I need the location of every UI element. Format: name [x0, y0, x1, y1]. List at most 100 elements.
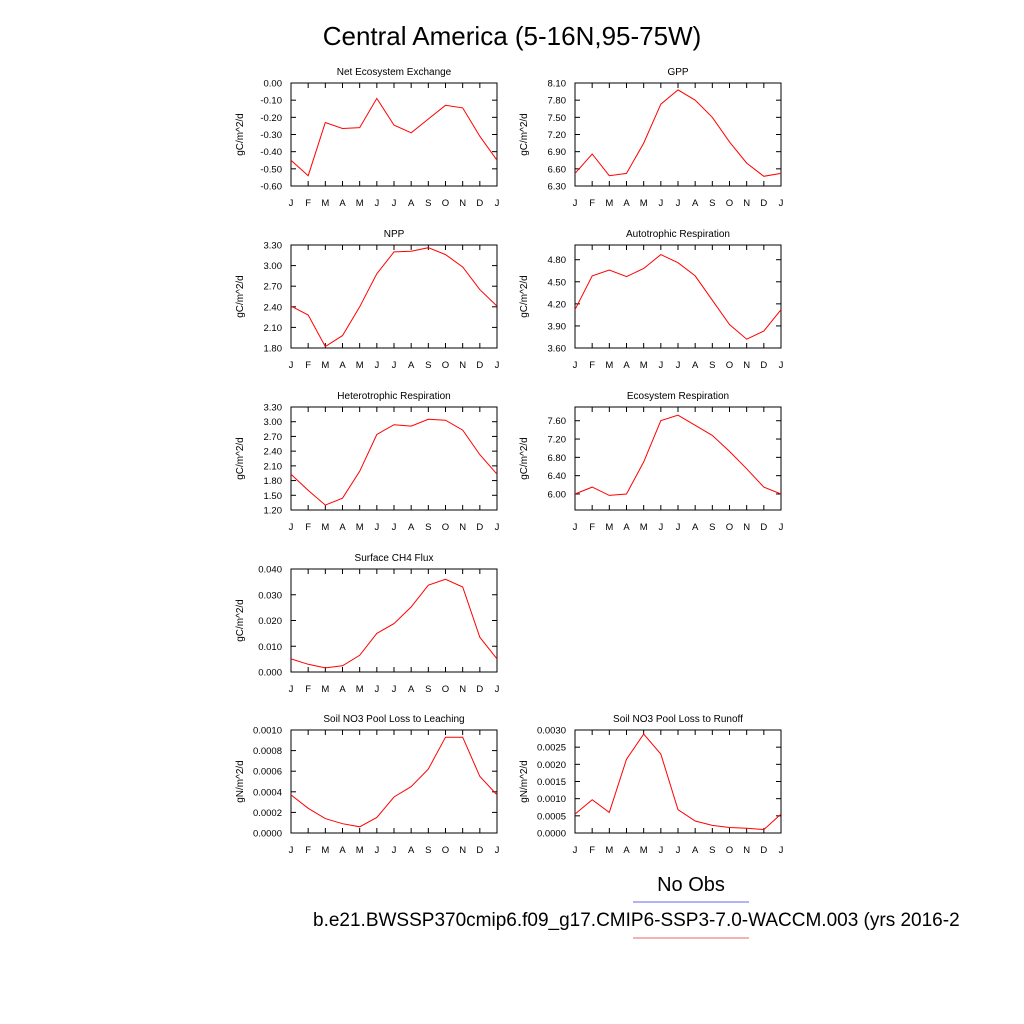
- x-tick-label: F: [305, 360, 311, 371]
- x-tick-label: M: [321, 360, 329, 371]
- y-tick-label: 8.10: [548, 79, 567, 90]
- x-tick-label: M: [640, 845, 648, 856]
- x-tick-label: J: [573, 360, 578, 371]
- x-tick-label: J: [495, 360, 500, 371]
- x-tick-label: A: [408, 684, 415, 695]
- x-tick-label: J: [779, 845, 784, 856]
- series-line: [290, 418, 498, 506]
- plot-frame: [574, 729, 782, 834]
- x-tick-label: J: [392, 198, 397, 209]
- x-tick-label: A: [339, 684, 346, 695]
- y-axis-label: gC/m^2/d: [519, 113, 530, 156]
- legend-label: No Obs: [657, 874, 725, 896]
- x-tick-label: J: [495, 198, 500, 209]
- x-tick-label: J: [392, 845, 397, 856]
- x-tick-label: N: [459, 522, 466, 533]
- footer-run-label: b.e21.BWSSP370cmip6.f09_g17.CMIP6-SSP3-7…: [313, 910, 960, 931]
- x-tick-label: J: [658, 845, 663, 856]
- x-tick-label: A: [623, 845, 630, 856]
- panel-title: Soil NO3 Pool Loss to Runoff: [613, 714, 743, 725]
- plot-frame: [290, 244, 498, 349]
- chart-panel: J F M A M J J A S O N D J3.303.002.702.402.101.801.5…: [235, 391, 500, 533]
- panel-title: Soil NO3 Pool Loss to Leaching: [323, 714, 464, 725]
- x-tick-label: J: [374, 684, 379, 695]
- x-tick-label: J: [676, 845, 681, 856]
- y-tick-label: -0.30: [260, 130, 282, 141]
- x-tick-label: J: [289, 360, 294, 371]
- y-tick-label: 0.00: [264, 79, 283, 90]
- x-tick-label: S: [709, 845, 715, 856]
- x-tick-label: J: [676, 198, 681, 209]
- x-tick-label: A: [692, 522, 699, 533]
- x-tick-label: D: [760, 360, 767, 371]
- y-tick-label: 0.0025: [537, 743, 566, 754]
- x-tick-label: J: [658, 198, 663, 209]
- y-tick-label: 0.0020: [537, 760, 566, 771]
- y-tick-label: 6.30: [548, 182, 567, 193]
- plot-frame: [574, 406, 782, 511]
- panel-title: Net Ecosystem Exchange: [337, 67, 452, 78]
- x-tick-label: N: [459, 845, 466, 856]
- chart-panel: J F M A M J J A S O N D J7.607.206.806.406.00Ecosyst…: [519, 391, 784, 533]
- panel-grid: J F M A M J J A S O N D J0.00-0.10-0.20-0.30-0.40-0.…: [235, 67, 784, 856]
- x-tick-label: M: [640, 360, 648, 371]
- x-tick-label: M: [605, 522, 613, 533]
- x-tick-label: M: [356, 360, 364, 371]
- chart-panel: J F M A M J J A S O N D J8.107.807.507.206.906.606.3…: [519, 67, 784, 209]
- x-tick-label: A: [408, 198, 415, 209]
- x-tick-label: J: [374, 845, 379, 856]
- panel-title: Surface CH4 Flux: [355, 553, 434, 564]
- y-tick-label: 0.0006: [253, 767, 282, 778]
- y-tick-label: 6.80: [548, 453, 567, 464]
- x-tick-label: J: [573, 522, 578, 533]
- x-tick-label: M: [640, 522, 648, 533]
- x-tick-label: S: [425, 198, 431, 209]
- plot-frame: [290, 406, 498, 511]
- x-tick-label: O: [442, 360, 449, 371]
- x-tick-label: A: [339, 360, 346, 371]
- x-tick-label: S: [425, 522, 431, 533]
- x-tick-label: N: [743, 522, 750, 533]
- x-tick-label: J: [495, 522, 500, 533]
- y-tick-label: 0.0010: [253, 726, 282, 737]
- x-tick-label: J: [374, 360, 379, 371]
- x-tick-label: J: [289, 522, 294, 533]
- series-line: [290, 578, 498, 669]
- y-tick-label: -0.40: [260, 147, 282, 158]
- y-tick-label: 1.50: [264, 491, 283, 502]
- y-tick-label: 0.0002: [253, 808, 282, 819]
- y-tick-label: 3.30: [264, 241, 283, 252]
- x-tick-label: J: [392, 360, 397, 371]
- x-tick-label: J: [573, 845, 578, 856]
- x-tick-label: A: [408, 522, 415, 533]
- x-tick-label: J: [289, 684, 294, 695]
- y-tick-label: 6.90: [548, 147, 567, 158]
- y-tick-label: 6.40: [548, 471, 567, 482]
- y-tick-label: 0.010: [258, 642, 282, 653]
- y-tick-label: 2.70: [264, 282, 283, 293]
- series-line: [574, 414, 782, 496]
- chart-panel: J F M A M J J A S O N D J0.00300.00250.00200.00150.0…: [519, 714, 784, 856]
- x-tick-label: D: [476, 522, 483, 533]
- chart-panel: J F M A M J J A S O N D J3.303.002.702.402.101.80NPP…: [235, 229, 500, 371]
- x-tick-label: F: [589, 198, 595, 209]
- panel-title: Heterotrophic Respiration: [337, 391, 450, 402]
- plot-frame: [574, 82, 782, 187]
- y-axis-label: gC/m^2/d: [235, 437, 246, 480]
- x-tick-label: J: [495, 845, 500, 856]
- y-tick-label: 0.0005: [537, 811, 566, 822]
- y-tick-label: 0.000: [258, 668, 282, 679]
- y-tick-label: 7.80: [548, 96, 567, 107]
- x-tick-label: J: [392, 522, 397, 533]
- x-tick-label: F: [589, 845, 595, 856]
- x-tick-label: O: [726, 845, 733, 856]
- chart-panel: J F M A M J J A S O N D J0.00100.00080.00060.00040.0…: [235, 714, 500, 856]
- x-tick-label: O: [726, 360, 733, 371]
- x-tick-label: O: [726, 198, 733, 209]
- y-tick-label: 3.90: [548, 321, 567, 332]
- y-tick-label: 0.0000: [253, 829, 282, 840]
- x-tick-label: A: [623, 198, 630, 209]
- x-tick-label: N: [459, 684, 466, 695]
- x-tick-label: J: [658, 360, 663, 371]
- x-tick-label: J: [495, 684, 500, 695]
